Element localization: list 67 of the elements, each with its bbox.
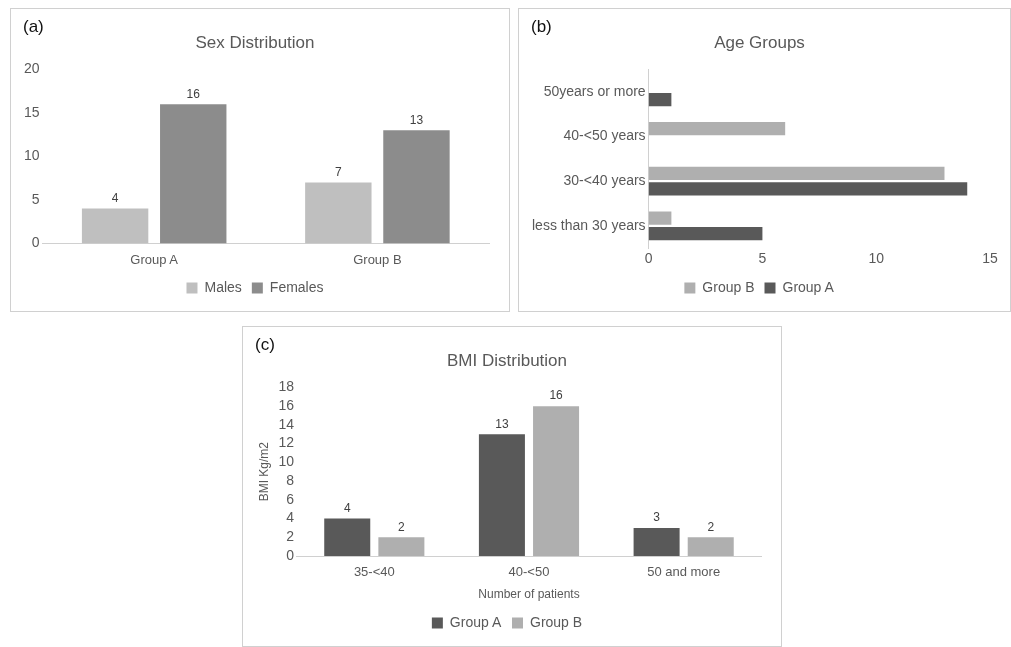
chart-title: Age Groups bbox=[714, 32, 805, 52]
bar bbox=[533, 406, 580, 556]
legend-label: Group A bbox=[449, 613, 502, 630]
bar bbox=[648, 166, 945, 180]
bar bbox=[160, 104, 227, 244]
y-tick-label: 20 bbox=[23, 60, 40, 77]
y-tick-label: 30-<40 years bbox=[563, 172, 646, 189]
y-axis-title: BMI Kg/m2 bbox=[256, 441, 271, 502]
x-tick-label: 40-<50 bbox=[508, 564, 550, 580]
y-tick-label: 50years or more bbox=[543, 82, 646, 99]
chart-title: Sex Distribution bbox=[195, 32, 315, 52]
y-tick-label: 18 bbox=[278, 378, 295, 395]
y-tick-label: 0 bbox=[286, 546, 295, 563]
y-tick-label: 12 bbox=[278, 434, 295, 451]
y-tick-label: 8 bbox=[286, 471, 295, 488]
bar bbox=[648, 211, 672, 225]
x-tick-label: 50 and more bbox=[647, 564, 721, 580]
x-tick-label: Group A bbox=[130, 251, 179, 267]
data-label: 16 bbox=[549, 388, 564, 403]
data-label: 2 bbox=[398, 519, 406, 534]
data-label: 3 bbox=[653, 510, 661, 525]
y-tick-label: 4 bbox=[286, 509, 295, 526]
bar bbox=[478, 434, 525, 556]
x-tick-label: 10 bbox=[868, 250, 885, 267]
data-label: 4 bbox=[111, 190, 119, 205]
x-tick-label: 15 bbox=[982, 250, 998, 267]
x-axis-title: Number of patients bbox=[478, 587, 580, 602]
data-label: 4 bbox=[343, 500, 351, 515]
y-tick-label: 5 bbox=[31, 190, 40, 207]
bar bbox=[378, 537, 425, 556]
legend-label: Group A bbox=[782, 278, 835, 295]
legend-label: Females bbox=[269, 278, 324, 295]
data-label: 13 bbox=[409, 112, 424, 127]
bar bbox=[324, 518, 371, 556]
y-tick-label: 2 bbox=[286, 528, 295, 545]
x-tick-label: Group B bbox=[353, 251, 402, 267]
y-tick-label: 6 bbox=[286, 490, 295, 507]
y-tick-label: 15 bbox=[23, 103, 40, 120]
bar bbox=[648, 121, 786, 136]
y-tick-label: 10 bbox=[23, 147, 40, 164]
data-label: 16 bbox=[186, 86, 201, 101]
bar bbox=[633, 527, 680, 556]
text: (c) bbox=[255, 335, 275, 355]
bar bbox=[687, 537, 734, 556]
x-tick-label: 5 bbox=[758, 250, 767, 267]
x-tick-label: 35-<40 bbox=[353, 564, 395, 580]
chart-title: BMI Distribution bbox=[447, 350, 567, 370]
y-tick-label: 0 bbox=[31, 234, 40, 251]
bar bbox=[305, 182, 372, 244]
data-label: 13 bbox=[495, 416, 509, 431]
legend-label: Males bbox=[204, 278, 242, 295]
bar bbox=[383, 130, 450, 244]
bar bbox=[648, 182, 968, 196]
text: (a) bbox=[23, 17, 44, 37]
bar bbox=[648, 92, 672, 107]
y-tick-label: 14 bbox=[278, 415, 295, 432]
y-tick-label: 16 bbox=[278, 396, 295, 413]
y-tick-label: 10 bbox=[278, 453, 295, 470]
data-label: 2 bbox=[707, 519, 715, 534]
legend-label: Group B bbox=[702, 278, 755, 295]
bar bbox=[81, 208, 149, 244]
bar bbox=[648, 227, 763, 241]
text: (b) bbox=[531, 17, 552, 37]
y-tick-label: less than 30 years bbox=[532, 216, 646, 233]
y-tick-label: 40-<50 years bbox=[563, 127, 646, 144]
legend-label: Group B bbox=[530, 613, 583, 630]
data-label: 7 bbox=[334, 164, 342, 179]
